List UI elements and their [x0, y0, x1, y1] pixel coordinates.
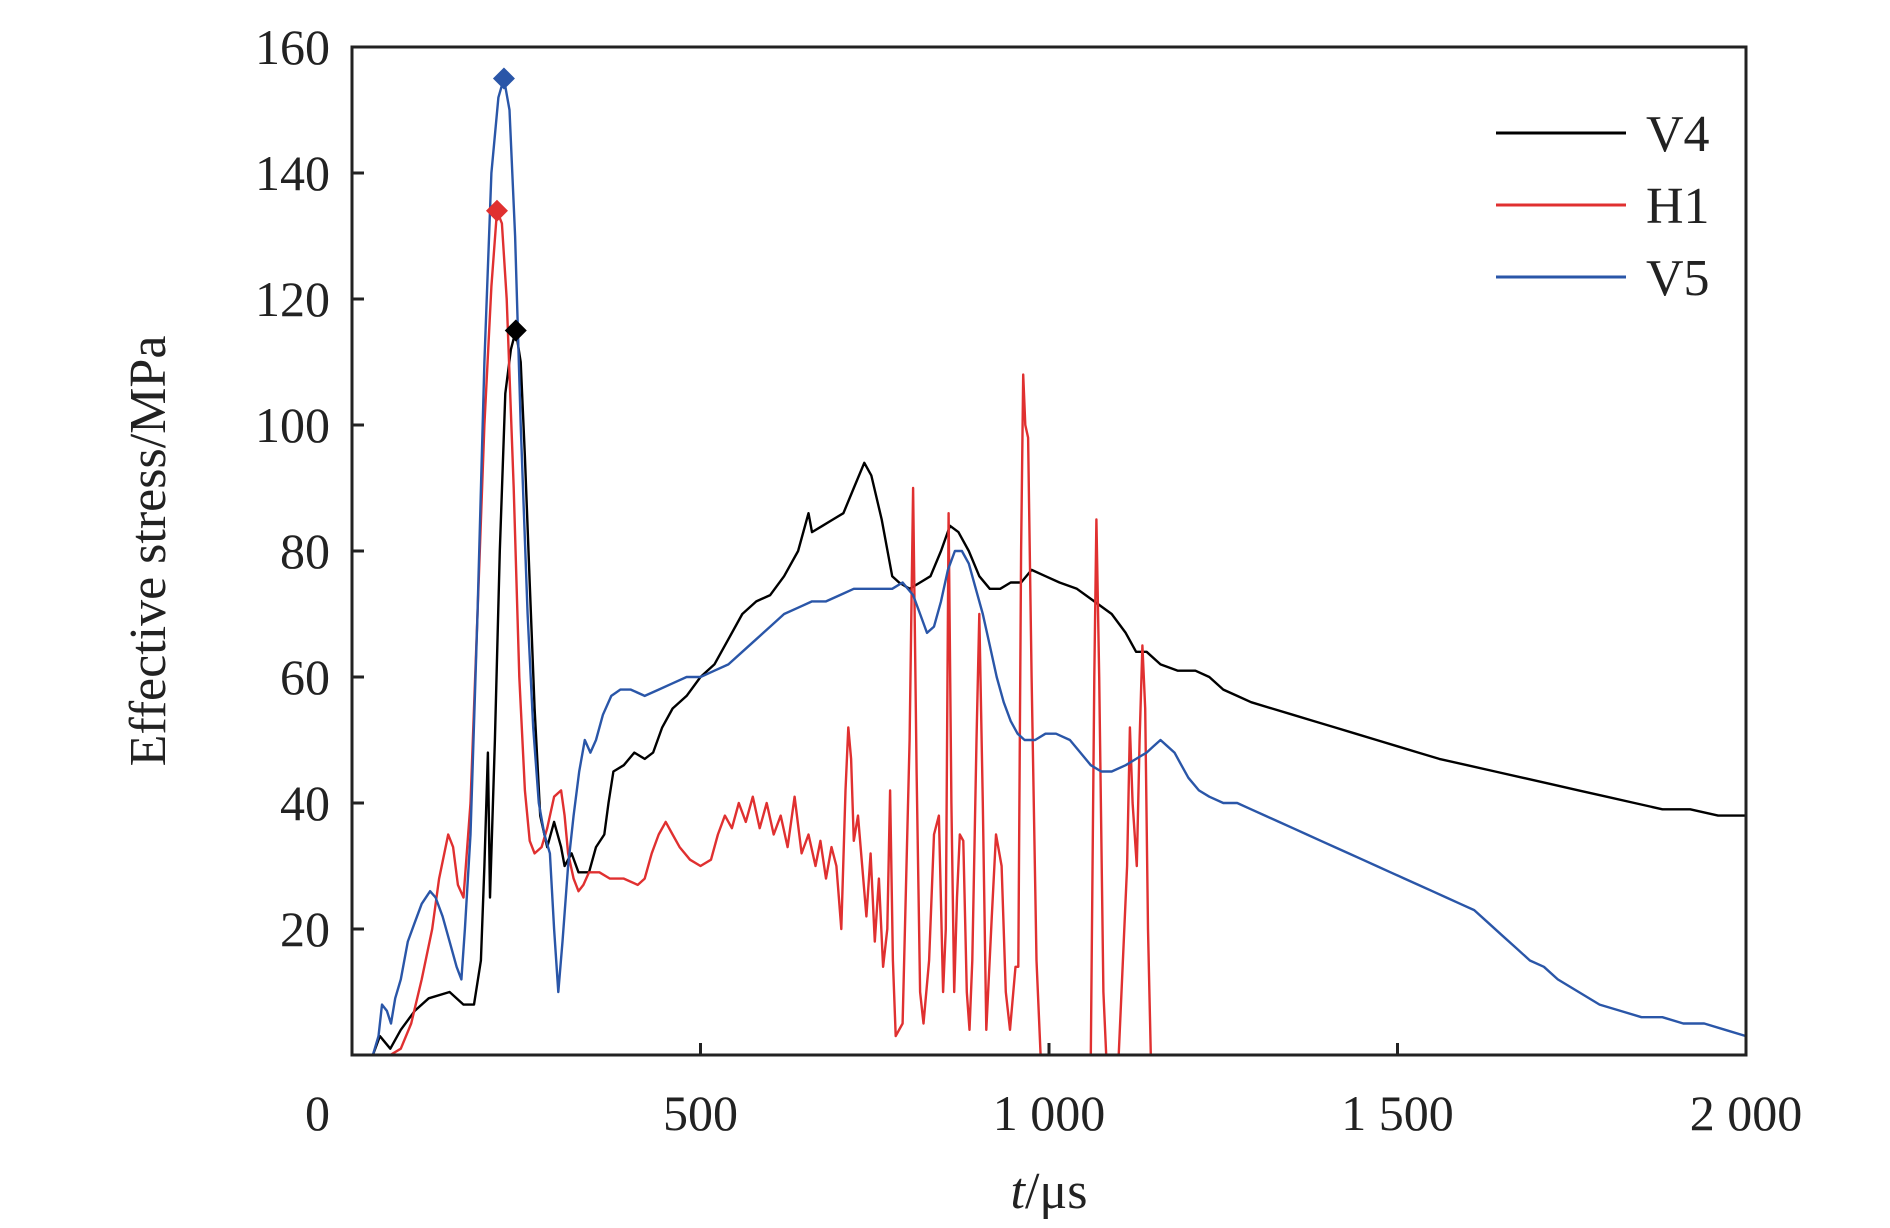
- y-tick-label: 160: [255, 19, 330, 75]
- legend-label-v4: V4: [1646, 106, 1710, 163]
- x-tick-label: 2 000: [1690, 1085, 1803, 1141]
- y-tick-label: 80: [280, 523, 330, 579]
- y-tick-label: 60: [280, 649, 330, 705]
- x-axis-title: t/μs: [1010, 1163, 1087, 1220]
- y-tick-label: 40: [280, 775, 330, 831]
- x-tick-label: 1 000: [993, 1085, 1106, 1141]
- peak-marker-v5: [492, 67, 515, 90]
- peak-marker-v4: [504, 319, 527, 342]
- series-line-v4: [371, 329, 1746, 1055]
- y-axis-title: Effective stress/MPa: [120, 336, 177, 767]
- y-tick-label: 120: [255, 271, 330, 327]
- legend: V4 H1 V5: [1496, 106, 1710, 307]
- series-layer: [371, 67, 1746, 1055]
- legend-label-v5: V5: [1646, 250, 1710, 307]
- x-tick-label: 500: [663, 1085, 738, 1141]
- x-axis-title-variable: t: [1010, 1163, 1026, 1220]
- plot-frame: [350, 45, 1748, 1057]
- y-tick-label: 100: [255, 397, 330, 453]
- x-tick-label: 1 500: [1341, 1085, 1454, 1141]
- x-axis-title-unit: /μs: [1025, 1163, 1088, 1220]
- x-axis-ticks: 0 500 1 000 1 500 2 000: [305, 1043, 1802, 1141]
- y-tick-label: 140: [255, 145, 330, 201]
- legend-label-h1: H1: [1646, 178, 1710, 235]
- peak-marker-h1: [485, 199, 508, 222]
- y-tick-label: 20: [280, 901, 330, 957]
- x-tick-label: 0: [305, 1085, 330, 1141]
- y-axis-ticks: 20 40 60 80 100 120 140 160: [255, 19, 364, 957]
